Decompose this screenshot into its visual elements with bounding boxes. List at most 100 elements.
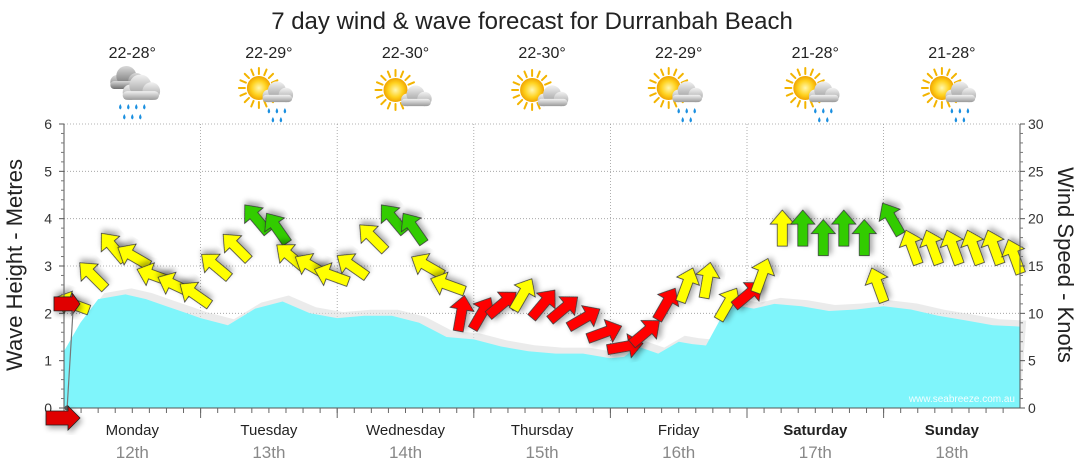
rain-drops (677, 108, 696, 123)
right-tick-label: 10 (1028, 305, 1044, 321)
wind-arrow (960, 229, 985, 267)
wind-arrow (359, 224, 390, 255)
wave-height-area (64, 288, 1027, 408)
tide-markers (45, 291, 81, 431)
temperature-range-label: 22-30° (382, 45, 429, 62)
daily-weather-icons (110, 66, 977, 123)
cloud-shape (401, 85, 432, 107)
wind-arrow (585, 318, 623, 344)
wind-arrow (565, 305, 601, 332)
wind-arrow (264, 212, 292, 247)
left-tick-label: 5 (44, 163, 52, 179)
day-date-label: 15th (526, 443, 559, 462)
temperature-range-label: 21-28° (792, 45, 839, 62)
day-date-label: 12th (116, 443, 149, 462)
wind-arrow (750, 258, 776, 295)
temperature-range-label: 21-28° (928, 45, 975, 62)
temperature-range-label: 22-30° (518, 45, 565, 62)
temperature-range-label: 22-28° (109, 45, 156, 62)
sun-showers-icon (237, 67, 294, 123)
wind-arrow (546, 296, 579, 325)
rain-drops (950, 108, 970, 123)
right-tick-label: 0 (1028, 400, 1036, 416)
wind-arrow (830, 209, 857, 247)
right-tick-label: 25 (1028, 163, 1044, 179)
day-name-label: Monday (106, 422, 160, 439)
wind-arrows (54, 202, 1026, 359)
day-labels: Monday 12th Tuesday 13th Wednesday 14th Thursd… (106, 422, 980, 462)
wind-arrow (789, 209, 816, 247)
watermark: www.seabreeze.com.au (908, 394, 1015, 405)
wind-arrow (675, 267, 701, 305)
wind-arrow (695, 261, 721, 300)
left-tick-label: 0 (44, 400, 52, 416)
left-tick-label: 4 (44, 211, 52, 227)
tide-marker-stem (66, 310, 74, 411)
wind-arrow (79, 262, 110, 293)
left-tick-label: 3 (44, 258, 52, 274)
rain-drops (814, 108, 833, 123)
wind-arrow (878, 202, 906, 238)
temperature-range-label: 22-29° (655, 45, 702, 62)
left-axis-ticks: 0 1 2 3 4 5 6 (44, 116, 64, 416)
partly-cloudy-icon (374, 69, 432, 111)
tide-marker-bottom (45, 405, 81, 431)
wind-arrow (810, 218, 837, 257)
rain-cloud-icon (110, 66, 161, 120)
cloud-shape (537, 85, 569, 107)
wind-arrow (449, 294, 475, 333)
wind-arrow (527, 289, 556, 322)
wind-arrow (201, 253, 233, 282)
left-tick-label: 1 (44, 353, 52, 369)
left-axis-title: Wave Height - Metres (2, 159, 27, 371)
left-tick-label: 6 (44, 116, 52, 132)
wind-arrow (939, 229, 965, 267)
cloud-shape (672, 81, 703, 103)
wind-arrow (980, 229, 1006, 267)
day-date-label: 18th (935, 443, 968, 462)
sun-disc (520, 78, 545, 102)
day-name-label: Saturday (783, 422, 848, 439)
wind-arrow (117, 243, 153, 271)
day-date-label: 13th (252, 443, 285, 462)
left-tick-label: 2 (44, 305, 52, 321)
sun-showers-icon (647, 67, 703, 123)
wind-arrow (1001, 239, 1026, 276)
day-name-label: Wednesday (366, 422, 445, 439)
day-name-label: Sunday (925, 422, 980, 439)
wind-arrow (508, 278, 536, 314)
right-tick-label: 20 (1028, 211, 1044, 227)
wind-arrow (222, 233, 253, 264)
wind-arrow (919, 229, 944, 267)
temperature-range-label: 22-29° (245, 45, 292, 62)
wind-arrow (851, 218, 878, 257)
sun-showers-icon (784, 67, 840, 123)
day-date-label: 14th (389, 443, 422, 462)
cloud-shape (808, 81, 840, 103)
daily-temperatures: 22-28° 22-29° 22-30° 22-30° 22-29° 21-28° 21-2… (109, 45, 976, 62)
wind-arrow (400, 212, 429, 247)
wind-arrow (411, 253, 446, 280)
wave-fill (64, 294, 1021, 408)
day-date-label: 17th (799, 443, 832, 462)
right-axis-title: Wind Speed - Knots (1053, 167, 1078, 363)
sun-showers-icon (920, 67, 977, 123)
wind-arrow (314, 262, 351, 287)
rain-drops (119, 104, 146, 120)
day-name-label: Thursday (511, 422, 574, 439)
wind-arrow (769, 209, 796, 247)
day-name-label: Tuesday (240, 422, 297, 439)
wind-arrow (864, 267, 890, 305)
wind-arrow (628, 320, 660, 349)
day-date-label: 16th (662, 443, 695, 462)
wind-arrow (430, 271, 467, 297)
right-axis-ticks: 0 5 10 15 20 25 30 (1020, 116, 1044, 416)
cloud-shape (262, 81, 294, 103)
tide-marker-left (53, 291, 81, 317)
right-tick-label: 30 (1028, 116, 1044, 132)
right-tick-label: 15 (1028, 258, 1044, 274)
right-tick-label: 5 (1028, 353, 1036, 369)
wind-arrow (898, 229, 924, 267)
rain-drops (267, 108, 287, 123)
